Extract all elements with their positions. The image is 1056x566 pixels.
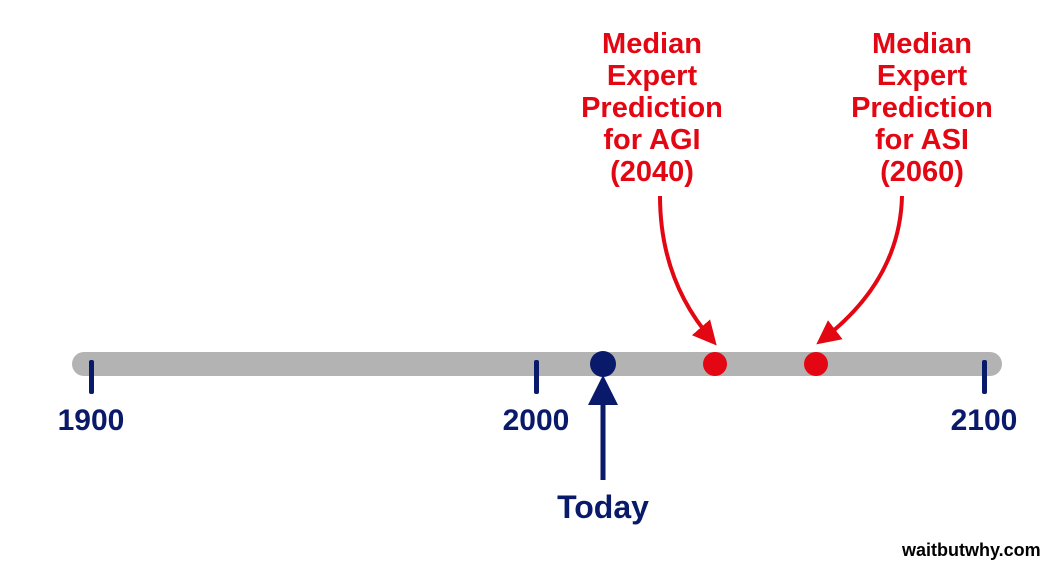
annotation-asi: Median Expert Prediction for ASI (2060)	[851, 29, 993, 188]
marker-asi	[804, 352, 828, 376]
tick-1900	[89, 360, 94, 394]
tick-2100	[982, 360, 987, 394]
tick-2000	[534, 360, 539, 394]
stage: 1900 2000 2100 Median Expert Prediction …	[0, 0, 1056, 566]
attribution: waitbutwhy.com	[902, 540, 1041, 561]
tick-label-2100: 2100	[951, 404, 1018, 438]
annotation-today: Today	[557, 490, 649, 525]
marker-agi	[703, 352, 727, 376]
marker-today	[590, 351, 616, 377]
tick-label-2000: 2000	[503, 404, 570, 438]
annotation-agi: Median Expert Prediction for AGI (2040)	[581, 29, 723, 188]
tick-label-1900: 1900	[58, 404, 125, 438]
